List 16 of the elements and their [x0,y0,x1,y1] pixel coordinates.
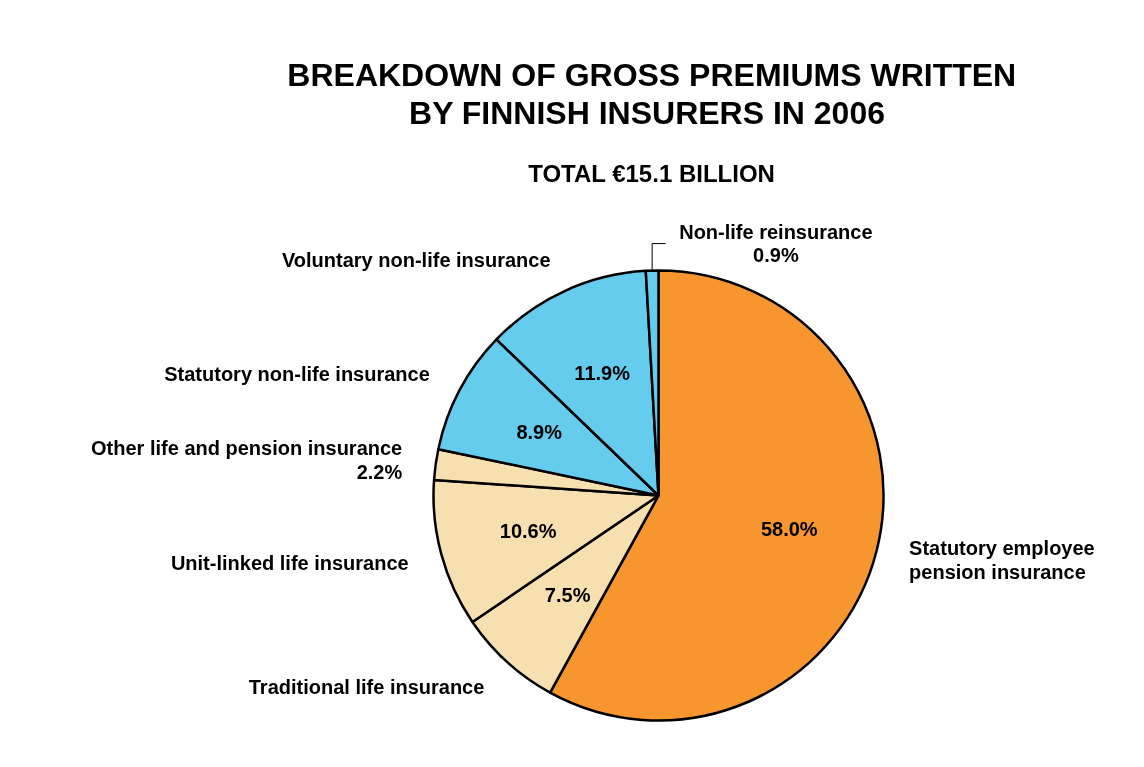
slice-label: Voluntary non-life insurance [281,249,551,272]
chart-subtitle: TOTAL €15.1 BILLION [528,160,775,188]
slice-label: Statutory non-life insurance [164,363,430,386]
data-label: 11.9% [574,361,631,384]
slice-label: Unit-linked life insurance [170,551,409,574]
slice-label: Statutory employee pension insurance [909,537,1095,583]
slice-label: Other life and pension insurance [91,437,403,460]
data-label: 0.9% [753,244,799,267]
data-label: 10.6% [499,519,557,542]
data-label: 8.9% [516,421,563,444]
data-label: 7.5% [544,584,591,607]
data-label: 58.0% [760,518,818,541]
slice-label: Traditional life insurance [248,675,485,698]
slice-label: Non-life reinsurance [679,220,873,243]
data-label: 2.2% [356,460,403,483]
chart-title: BREAKDOWN OF GROSS PREMIUMS WRITTEN BY FINNISH INSURERS IN 2006 [287,56,1017,131]
